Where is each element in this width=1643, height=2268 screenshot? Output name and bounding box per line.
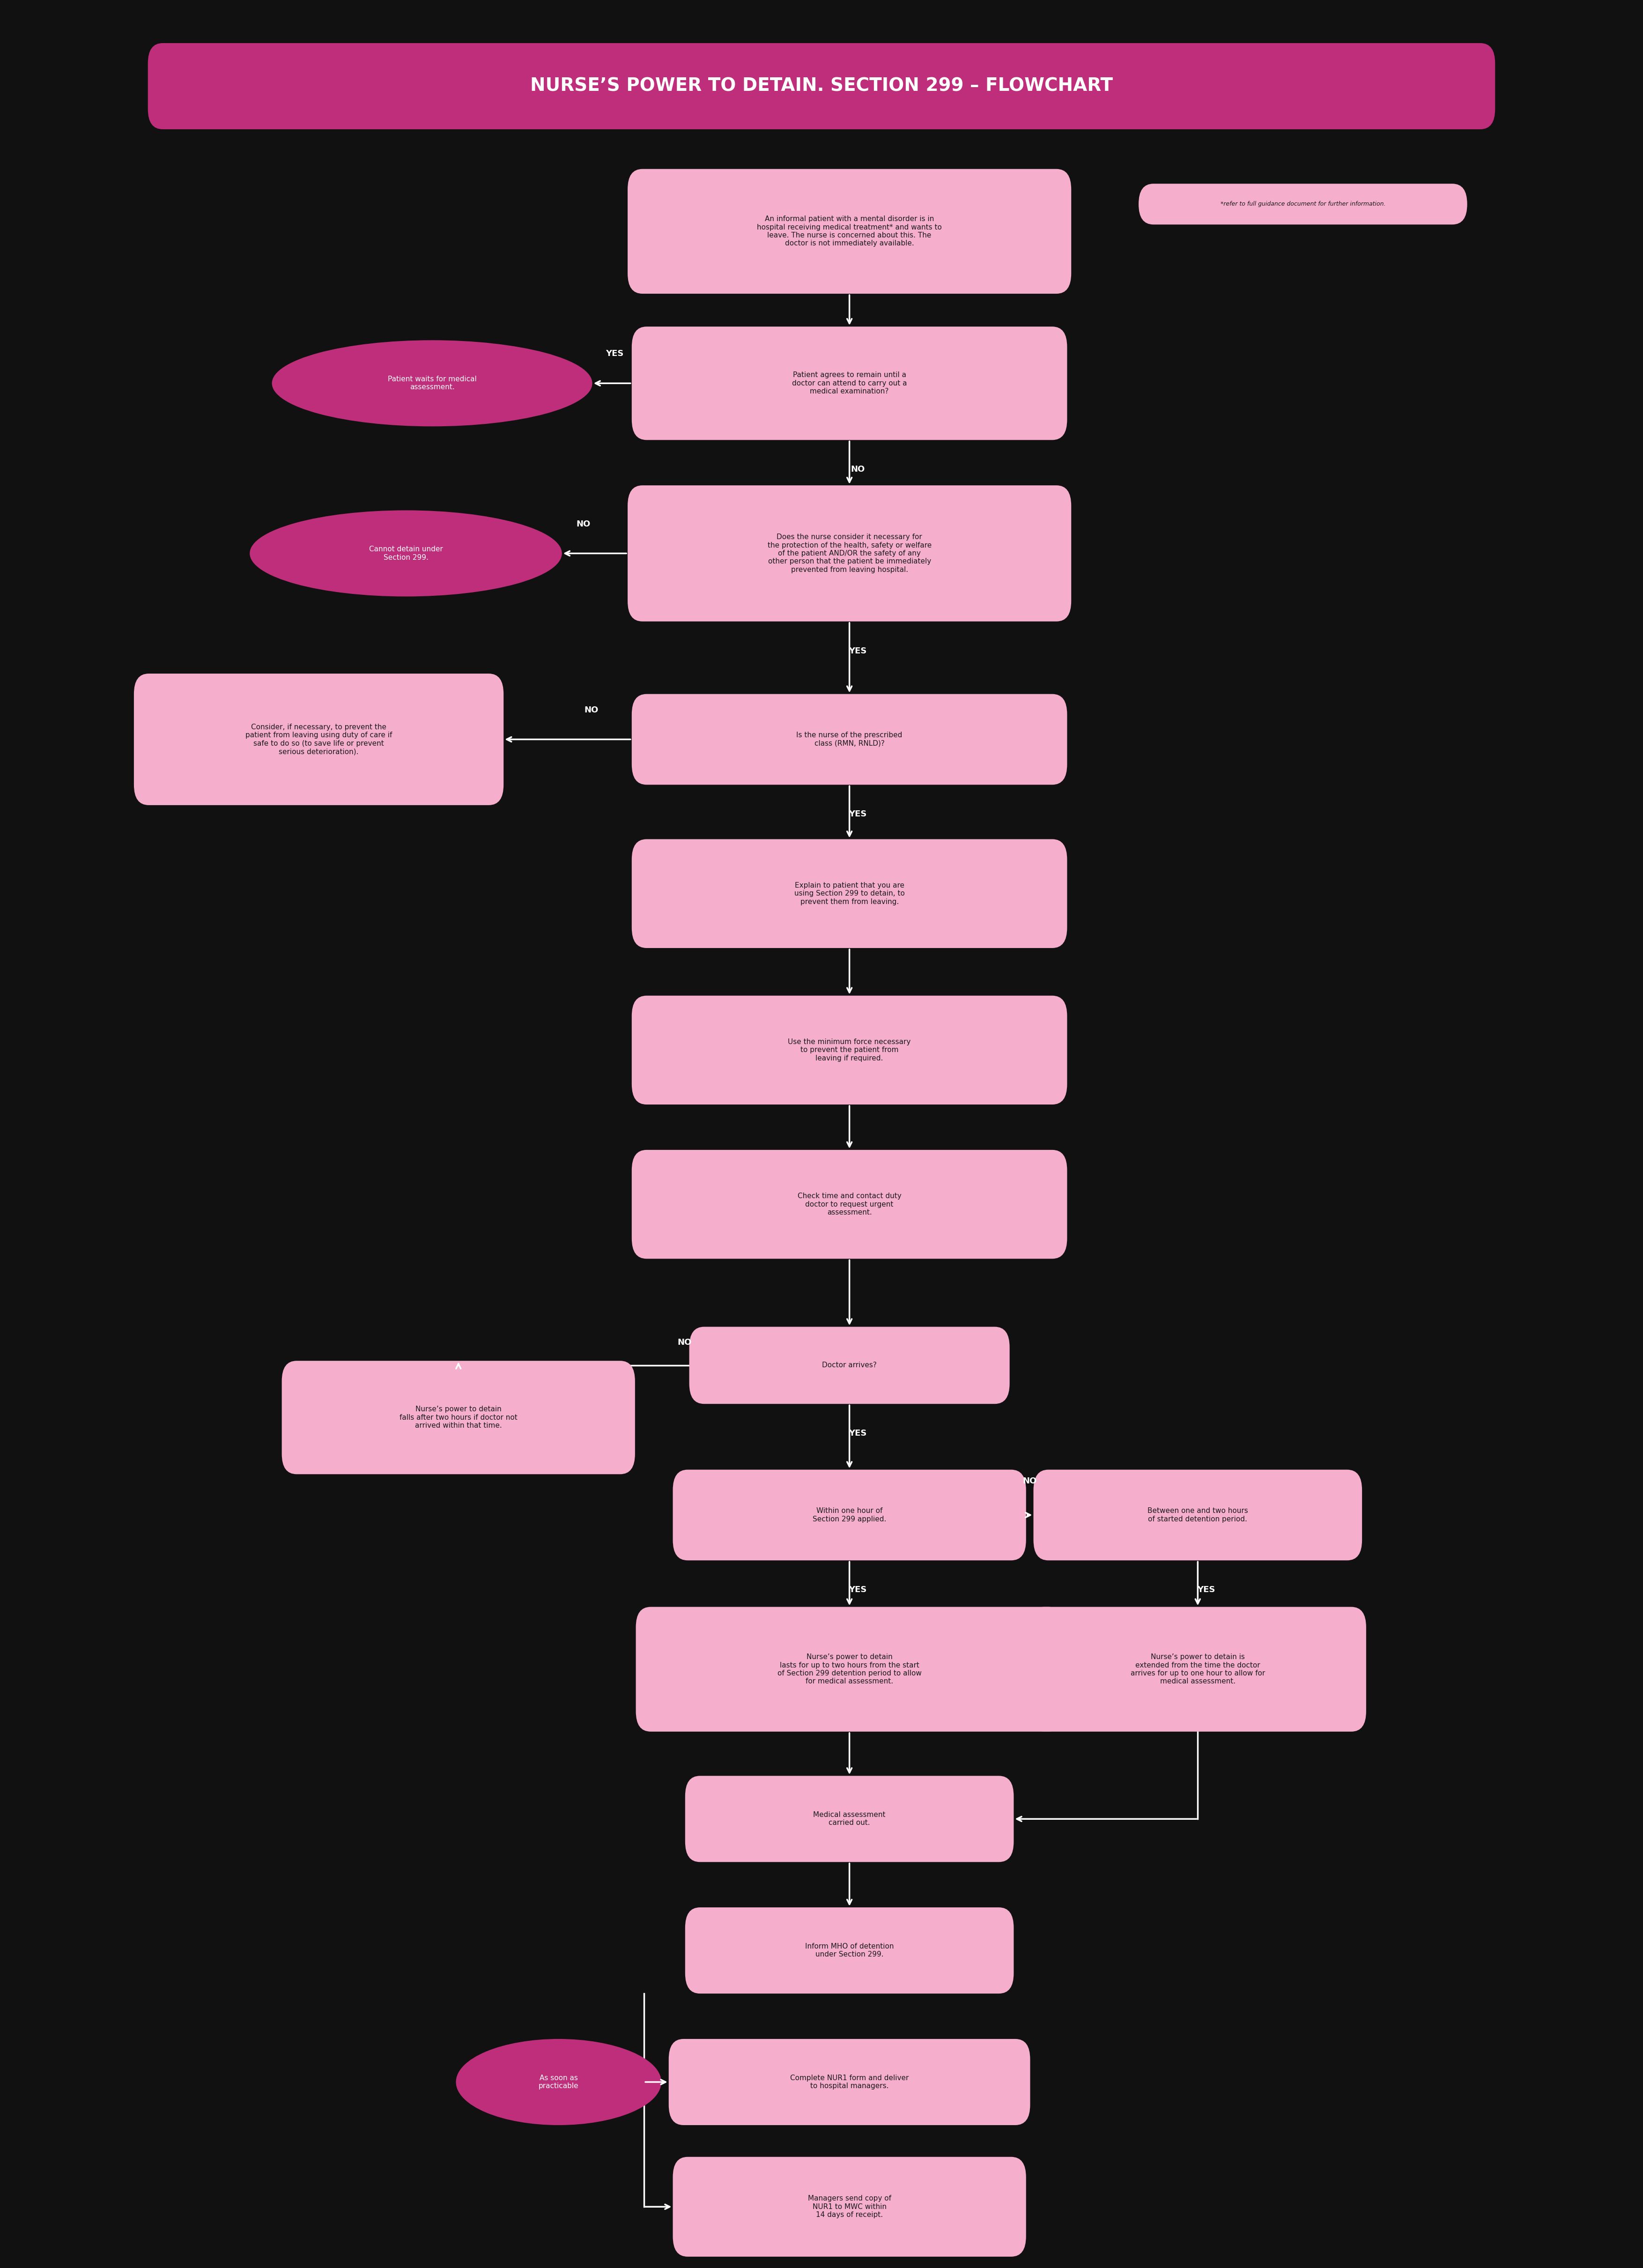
- Text: Inform MHO of detention
under Section 299.: Inform MHO of detention under Section 29…: [805, 1944, 894, 1957]
- Text: Between one and two hours
of started detention period.: Between one and two hours of started det…: [1147, 1508, 1249, 1522]
- FancyBboxPatch shape: [1029, 1606, 1365, 1733]
- FancyBboxPatch shape: [148, 43, 1495, 129]
- FancyBboxPatch shape: [636, 1606, 1063, 1733]
- FancyBboxPatch shape: [628, 485, 1071, 621]
- FancyBboxPatch shape: [631, 1150, 1068, 1259]
- Text: An informal patient with a mental disorder is in
hospital receiving medical trea: An informal patient with a mental disord…: [757, 215, 941, 247]
- Text: Nurse’s power to detain
lasts for up to two hours from the start
of Section 299 : Nurse’s power to detain lasts for up to …: [777, 1653, 922, 1685]
- Ellipse shape: [457, 2039, 660, 2125]
- Text: Use the minimum force necessary
to prevent the patient from
leaving if required.: Use the minimum force necessary to preve…: [789, 1039, 910, 1061]
- Text: YES: YES: [1198, 1585, 1214, 1594]
- Text: *refer to full guidance document for further information.: *refer to full guidance document for fur…: [1221, 202, 1385, 206]
- Text: YES: YES: [606, 349, 623, 358]
- FancyBboxPatch shape: [685, 1776, 1014, 1862]
- Text: NO: NO: [851, 465, 864, 474]
- Ellipse shape: [273, 340, 593, 426]
- Text: NO: NO: [577, 519, 590, 528]
- Text: NO: NO: [1022, 1476, 1037, 1486]
- FancyBboxPatch shape: [1139, 184, 1467, 225]
- FancyBboxPatch shape: [674, 2157, 1025, 2257]
- Text: As soon as
practicable: As soon as practicable: [539, 2075, 578, 2089]
- Text: Nurse’s power to detain
falls after two hours if doctor not
arrived within that : Nurse’s power to detain falls after two …: [399, 1406, 518, 1429]
- FancyBboxPatch shape: [631, 839, 1068, 948]
- Text: Does the nurse consider it necessary for
the protection of the health, safety or: Does the nurse consider it necessary for…: [767, 533, 932, 574]
- Text: NO: NO: [585, 705, 598, 714]
- FancyBboxPatch shape: [674, 1470, 1025, 1560]
- Text: Is the nurse of the prescribed
class (RMN, RNLD)?: Is the nurse of the prescribed class (RM…: [797, 733, 902, 746]
- FancyBboxPatch shape: [631, 694, 1068, 785]
- FancyBboxPatch shape: [135, 674, 503, 805]
- FancyBboxPatch shape: [631, 996, 1068, 1105]
- Text: NO: NO: [677, 1338, 692, 1347]
- Text: NURSE’S POWER TO DETAIN. SECTION 299 – FLOWCHART: NURSE’S POWER TO DETAIN. SECTION 299 – F…: [531, 77, 1112, 95]
- FancyBboxPatch shape: [283, 1361, 636, 1474]
- FancyBboxPatch shape: [628, 168, 1071, 293]
- Text: YES: YES: [849, 1585, 866, 1594]
- FancyBboxPatch shape: [1033, 1470, 1362, 1560]
- FancyBboxPatch shape: [669, 2039, 1030, 2125]
- Text: Managers send copy of
NUR1 to MWC within
14 days of receipt.: Managers send copy of NUR1 to MWC within…: [808, 2195, 891, 2218]
- FancyBboxPatch shape: [685, 1907, 1014, 1994]
- Text: Patient agrees to remain until a
doctor can attend to carry out a
medical examin: Patient agrees to remain until a doctor …: [792, 372, 907, 395]
- Text: Patient waits for medical
assessment.: Patient waits for medical assessment.: [388, 376, 476, 390]
- Text: YES: YES: [849, 810, 866, 819]
- Text: YES: YES: [849, 1429, 866, 1438]
- Text: Explain to patient that you are
using Section 299 to detain, to
prevent them fro: Explain to patient that you are using Se…: [794, 882, 905, 905]
- Text: Within one hour of
Section 299 applied.: Within one hour of Section 299 applied.: [813, 1508, 886, 1522]
- Text: Nurse’s power to detain is
extended from the time the doctor
arrives for up to o: Nurse’s power to detain is extended from…: [1130, 1653, 1265, 1685]
- Text: YES: YES: [849, 646, 866, 655]
- Text: Complete NUR1 form and deliver
to hospital managers.: Complete NUR1 form and deliver to hospit…: [790, 2075, 909, 2089]
- Text: Medical assessment
carried out.: Medical assessment carried out.: [813, 1812, 886, 1826]
- Text: Consider, if necessary, to prevent the
patient from leaving using duty of care i: Consider, if necessary, to prevent the p…: [245, 723, 393, 755]
- FancyBboxPatch shape: [631, 327, 1068, 440]
- Ellipse shape: [250, 510, 562, 596]
- Text: Cannot detain under
Section 299.: Cannot detain under Section 299.: [370, 547, 442, 560]
- FancyBboxPatch shape: [690, 1327, 1009, 1404]
- Text: Doctor arrives?: Doctor arrives?: [822, 1361, 877, 1370]
- Text: Check time and contact duty
doctor to request urgent
assessment.: Check time and contact duty doctor to re…: [797, 1193, 902, 1216]
